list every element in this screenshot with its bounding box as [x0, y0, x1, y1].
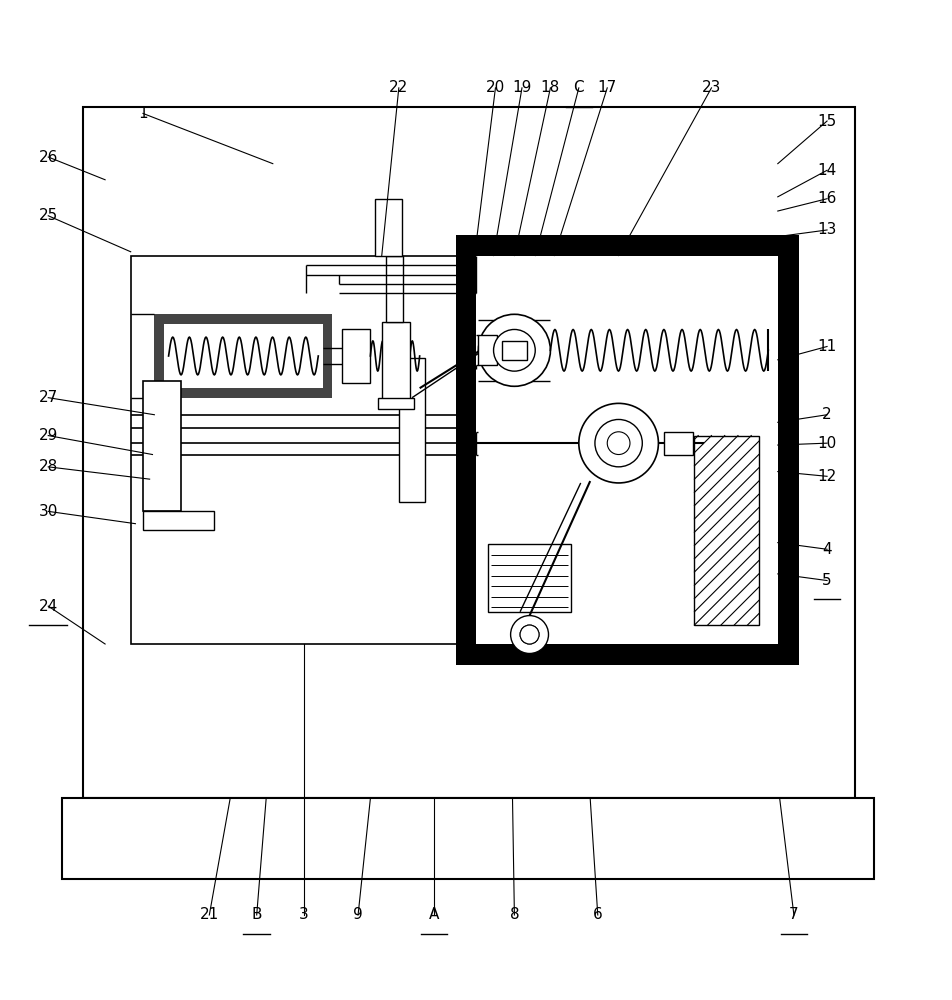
Text: 4: 4	[822, 542, 831, 557]
Bar	[382, 322, 409, 405]
Circle shape	[578, 403, 658, 483]
Bar	[154, 314, 332, 398]
Text: 5: 5	[822, 573, 831, 588]
Text: 18: 18	[540, 80, 560, 95]
Bar	[143, 511, 214, 530]
Text: 12: 12	[817, 469, 836, 484]
Text: 11: 11	[817, 339, 836, 354]
Text: 24: 24	[39, 599, 58, 614]
Bar	[398, 358, 425, 502]
Text: 10: 10	[817, 436, 836, 451]
Text: 19: 19	[512, 80, 531, 95]
Bar	[476, 256, 777, 644]
Text: 29: 29	[38, 428, 58, 443]
Bar	[502, 341, 526, 360]
Circle shape	[510, 616, 548, 653]
Text: 15: 15	[817, 114, 836, 129]
Text: 2: 2	[822, 407, 831, 422]
Text: 26: 26	[38, 150, 58, 165]
Text: 16: 16	[817, 191, 836, 206]
Circle shape	[606, 432, 629, 455]
Text: 6: 6	[592, 907, 602, 922]
Text: 27: 27	[39, 390, 58, 405]
Text: C: C	[573, 80, 584, 95]
Bar	[342, 329, 370, 383]
Text: 30: 30	[38, 504, 58, 519]
Text: 14: 14	[817, 163, 836, 178]
Circle shape	[520, 625, 539, 644]
Circle shape	[478, 314, 550, 386]
Bar	[487, 544, 570, 612]
Text: 8: 8	[509, 907, 519, 922]
Bar	[62, 798, 874, 879]
Bar	[83, 107, 855, 798]
Bar	[455, 235, 798, 665]
Text: 22: 22	[388, 80, 408, 95]
Bar	[378, 398, 413, 409]
Text: 3: 3	[299, 907, 308, 922]
Bar	[130, 256, 772, 644]
Text: 13: 13	[817, 222, 836, 237]
Circle shape	[594, 419, 642, 467]
Text: A: A	[428, 907, 439, 922]
Text: 25: 25	[39, 208, 58, 223]
Bar	[478, 335, 497, 365]
Text: 23: 23	[701, 80, 721, 95]
Text: 21: 21	[200, 907, 219, 922]
Text: B: B	[251, 907, 262, 922]
Text: 7: 7	[788, 907, 798, 922]
Text: 9: 9	[353, 907, 363, 922]
Bar	[664, 432, 692, 455]
Bar	[143, 381, 181, 511]
Bar	[375, 199, 401, 256]
Text: 28: 28	[39, 459, 58, 474]
Text: 20: 20	[486, 80, 505, 95]
Circle shape	[493, 329, 535, 371]
Text: 1: 1	[138, 106, 148, 121]
Bar	[386, 256, 402, 322]
Text: 17: 17	[597, 80, 616, 95]
Circle shape	[520, 625, 539, 644]
Bar	[694, 436, 758, 625]
Bar	[164, 324, 323, 388]
